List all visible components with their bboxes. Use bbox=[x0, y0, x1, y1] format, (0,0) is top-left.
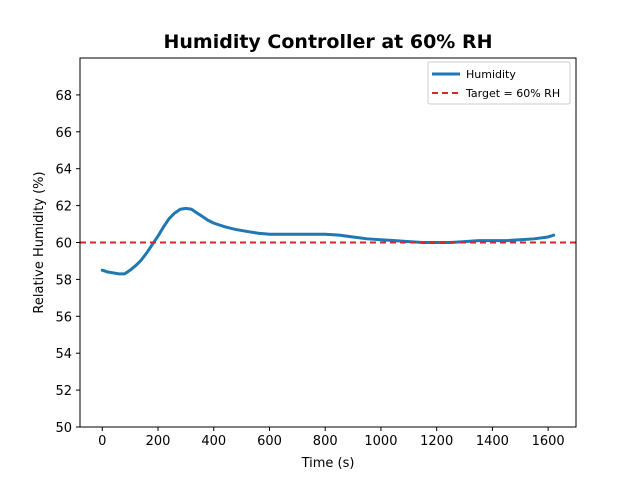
legend-label-humidity: Humidity bbox=[466, 68, 516, 81]
x-tick-label: 1000 bbox=[364, 434, 397, 449]
y-axis-label: Relative Humidity (%) bbox=[32, 171, 47, 313]
x-axis-label: Time (s) bbox=[301, 456, 355, 471]
x-tick-label: 1400 bbox=[476, 434, 509, 449]
x-tick-label: 1200 bbox=[420, 434, 453, 449]
x-tick-label: 600 bbox=[257, 434, 282, 449]
chart-title: Humidity Controller at 60% RH bbox=[163, 31, 492, 53]
x-tick-label: 800 bbox=[313, 434, 338, 449]
x-tick-label: 400 bbox=[201, 434, 226, 449]
x-tick-label: 0 bbox=[98, 434, 106, 449]
y-tick-label: 64 bbox=[55, 163, 72, 178]
legend: Humidity Target = 60% RH bbox=[427, 61, 571, 105]
y-tick-label: 54 bbox=[55, 347, 72, 362]
x-tick-label: 1600 bbox=[532, 434, 565, 449]
legend-label-target: Target = 60% RH bbox=[465, 87, 560, 100]
y-tick-label: 68 bbox=[55, 89, 72, 104]
humidity-series-line bbox=[100, 206, 556, 276]
y-tick-label: 62 bbox=[55, 200, 72, 215]
y-tick-label: 60 bbox=[55, 237, 72, 252]
y-tick-label: 50 bbox=[55, 421, 72, 436]
y-tick-label: 58 bbox=[55, 273, 72, 288]
y-axis: 50 52 54 56 58 60 62 64 66 68 bbox=[55, 89, 80, 436]
plot-area bbox=[80, 206, 576, 276]
legend-box bbox=[427, 61, 571, 105]
y-tick-label: 66 bbox=[55, 126, 72, 141]
x-tick-label: 200 bbox=[146, 434, 171, 449]
x-axis: 0 200 400 600 800 1000 1200 1400 1600 bbox=[98, 427, 565, 449]
y-tick-label: 56 bbox=[55, 310, 72, 325]
y-tick-label: 52 bbox=[55, 384, 72, 399]
